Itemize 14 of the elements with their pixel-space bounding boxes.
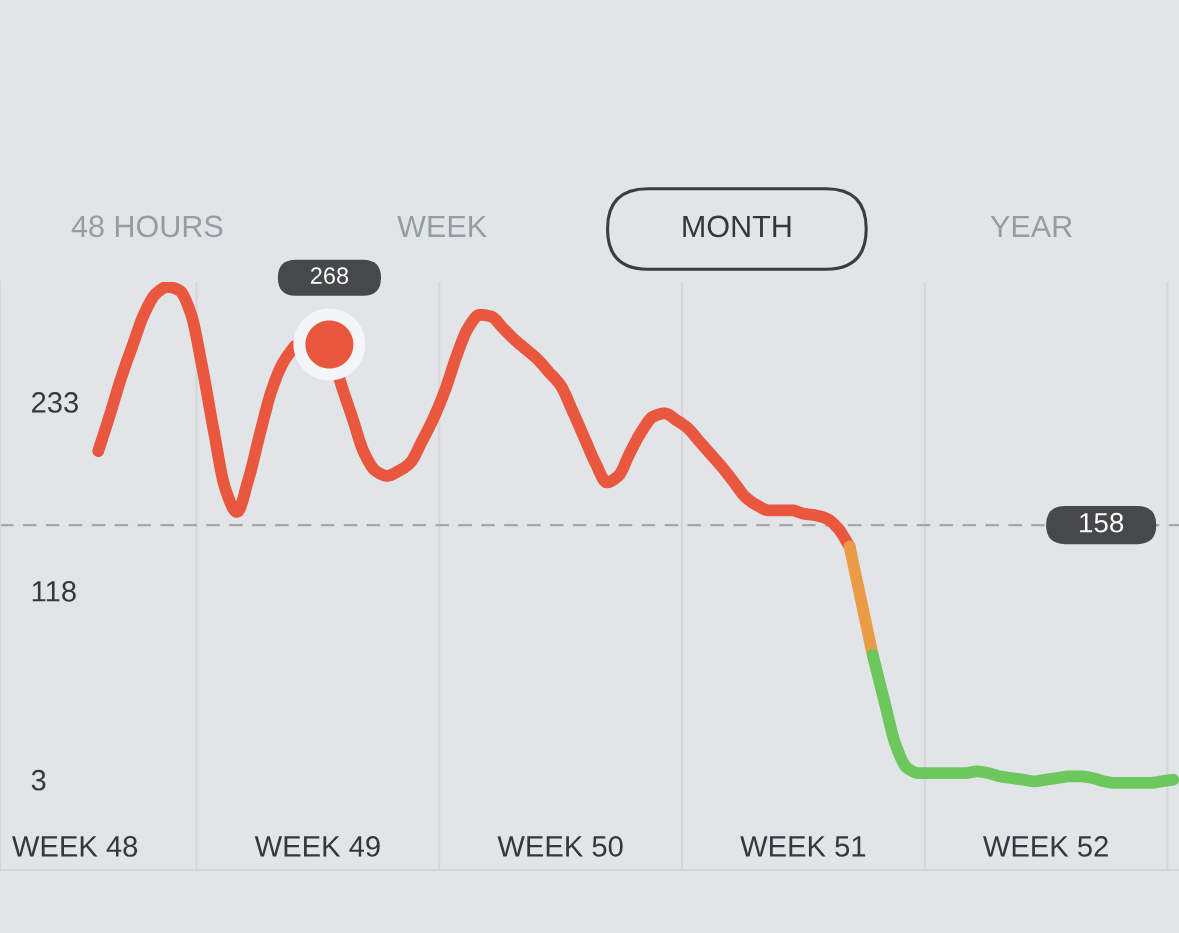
annotation: 268 — [310, 267, 349, 285]
y-tick-label: 233 — [32, 392, 78, 413]
text: 48 HOURS — [71, 215, 223, 238]
x-tick-label: WEEK 50 — [497, 836, 623, 857]
x-tick-label: WEEK 48 — [12, 836, 138, 857]
text: MONTH — [683, 215, 791, 238]
y-tick-label: 3 — [31, 769, 46, 791]
y-tick-label: 118 — [32, 580, 76, 602]
x-tick-label: WEEK 49 — [254, 836, 380, 857]
text: YEAR — [990, 215, 1072, 237]
ref-line-label: 158 — [1080, 512, 1124, 533]
x-tick-label: WEEK 52 — [982, 836, 1108, 857]
x-tick-label: WEEK 51 — [740, 836, 866, 857]
text: WEEK — [397, 215, 487, 237]
